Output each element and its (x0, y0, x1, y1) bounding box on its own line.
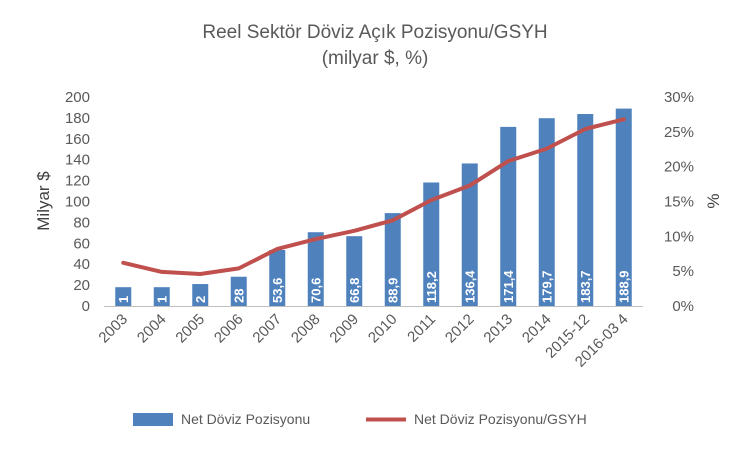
bar (384, 213, 401, 306)
bar-value-label: 1 (116, 296, 131, 303)
x-tick-label: 2003 (95, 311, 131, 347)
x-tick-label: 2008 (288, 311, 324, 347)
bar-value-label: 136,4 (462, 270, 477, 303)
bar-value-label: 188,9 (616, 270, 631, 303)
y-tick-label: 60 (73, 235, 90, 252)
y-tick-label: 180 (65, 110, 90, 127)
plot-area: 0 20 40 60 80 100 120 140 160 180 200 0% 5% 10% 15% 20%… (65, 89, 694, 371)
y-tick-label: 80 (73, 214, 90, 231)
y-axis-title: Milyar $ (34, 171, 53, 231)
bar-value-label: 88,9 (385, 278, 400, 303)
x-tick-label: 2011 (404, 311, 439, 346)
y-tick-label: 200 (65, 89, 90, 106)
x-tick-label: 2007 (249, 311, 285, 347)
bar (192, 284, 209, 306)
bar (269, 249, 286, 306)
bar-value-label: 1 (154, 296, 169, 303)
y2-tick-label: 30% (664, 89, 694, 106)
bar (538, 118, 555, 306)
y-tick-label: 120 (65, 173, 90, 190)
x-tick-label: 2012 (442, 311, 478, 347)
bar (153, 287, 170, 306)
x-tick-label: 2013 (480, 311, 516, 347)
y-tick-label: 100 (65, 194, 90, 211)
y2-axis-title: % (704, 193, 723, 208)
legend-line-label: Net Döviz Pozisyonu/GSYH (414, 411, 587, 427)
bar (230, 276, 247, 306)
y2-tick-label: 15% (664, 194, 694, 211)
bar-value-label: 179,7 (539, 270, 554, 303)
chart-title: Reel Sektör Döviz Açık Pozisyonu/GSYH (202, 22, 547, 43)
x-tick-label: 2004 (134, 311, 170, 347)
x-tick-label: 2014 (519, 311, 555, 347)
bar (423, 182, 440, 306)
bar-value-label: 66,8 (347, 278, 362, 303)
y-tick-label: 40 (73, 256, 90, 273)
y-tick-label: 160 (65, 131, 90, 148)
bar-value-label: 2 (193, 296, 208, 303)
legend: Net Döviz Pozisyonu Net Döviz Pozisyonu/… (133, 411, 587, 427)
bar-value-label: 183,7 (578, 270, 593, 303)
bar-value-label: 171,4 (501, 270, 516, 303)
bar (577, 114, 594, 306)
x-tick-label: 2005 (172, 311, 208, 347)
x-tick-label: 2010 (365, 311, 401, 347)
bar-value-label: 118,2 (424, 271, 439, 303)
bar (346, 236, 363, 306)
y2-tick-label: 20% (664, 159, 694, 176)
bar-value-label: 70,6 (308, 278, 323, 303)
bar (615, 108, 632, 306)
bar (115, 287, 132, 306)
y2-tick-label: 0% (672, 298, 694, 315)
legend-bar-swatch (133, 413, 173, 426)
bar-value-label: 28 (231, 289, 246, 303)
y2-tick-label: 25% (664, 124, 694, 141)
bar-value-label: 53,6 (270, 278, 285, 303)
legend-bar-label: Net Döviz Pozisyonu (181, 411, 310, 427)
line-series (121, 117, 626, 276)
bar (461, 163, 478, 306)
chart-subtitle: (milyar $, %) (322, 48, 429, 69)
x-tick-label: 2009 (326, 311, 362, 347)
bar (307, 232, 324, 306)
y2-tick-label: 10% (664, 228, 694, 245)
y-tick-label: 20 (73, 277, 90, 294)
y2-tick-label: 5% (672, 263, 694, 280)
y-tick-label: 0 (82, 298, 90, 315)
y-tick-label: 140 (65, 152, 90, 169)
bar (500, 126, 517, 307)
x-tick-label: 2006 (211, 311, 247, 347)
